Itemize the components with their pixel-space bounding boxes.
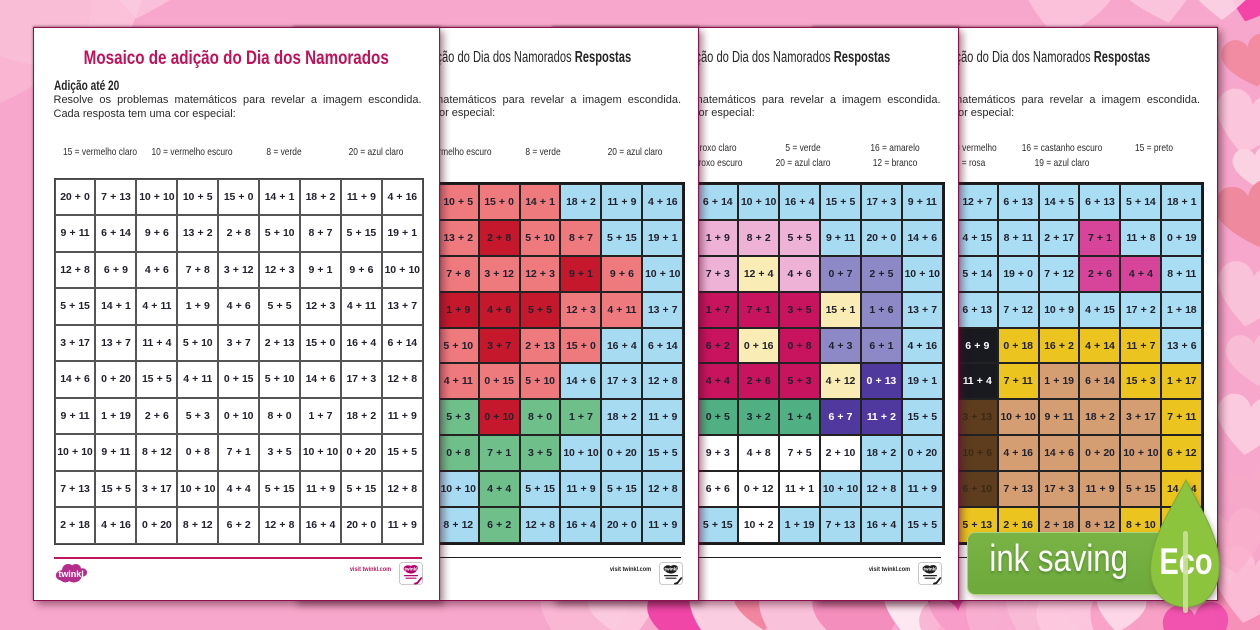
svg-text:twinkl: twinkl: [664, 566, 677, 571]
svg-text:twinkl: twinkl: [923, 566, 936, 571]
svg-text:twinkl: twinkl: [58, 569, 83, 579]
svg-text:twinkl: twinkl: [404, 566, 417, 571]
